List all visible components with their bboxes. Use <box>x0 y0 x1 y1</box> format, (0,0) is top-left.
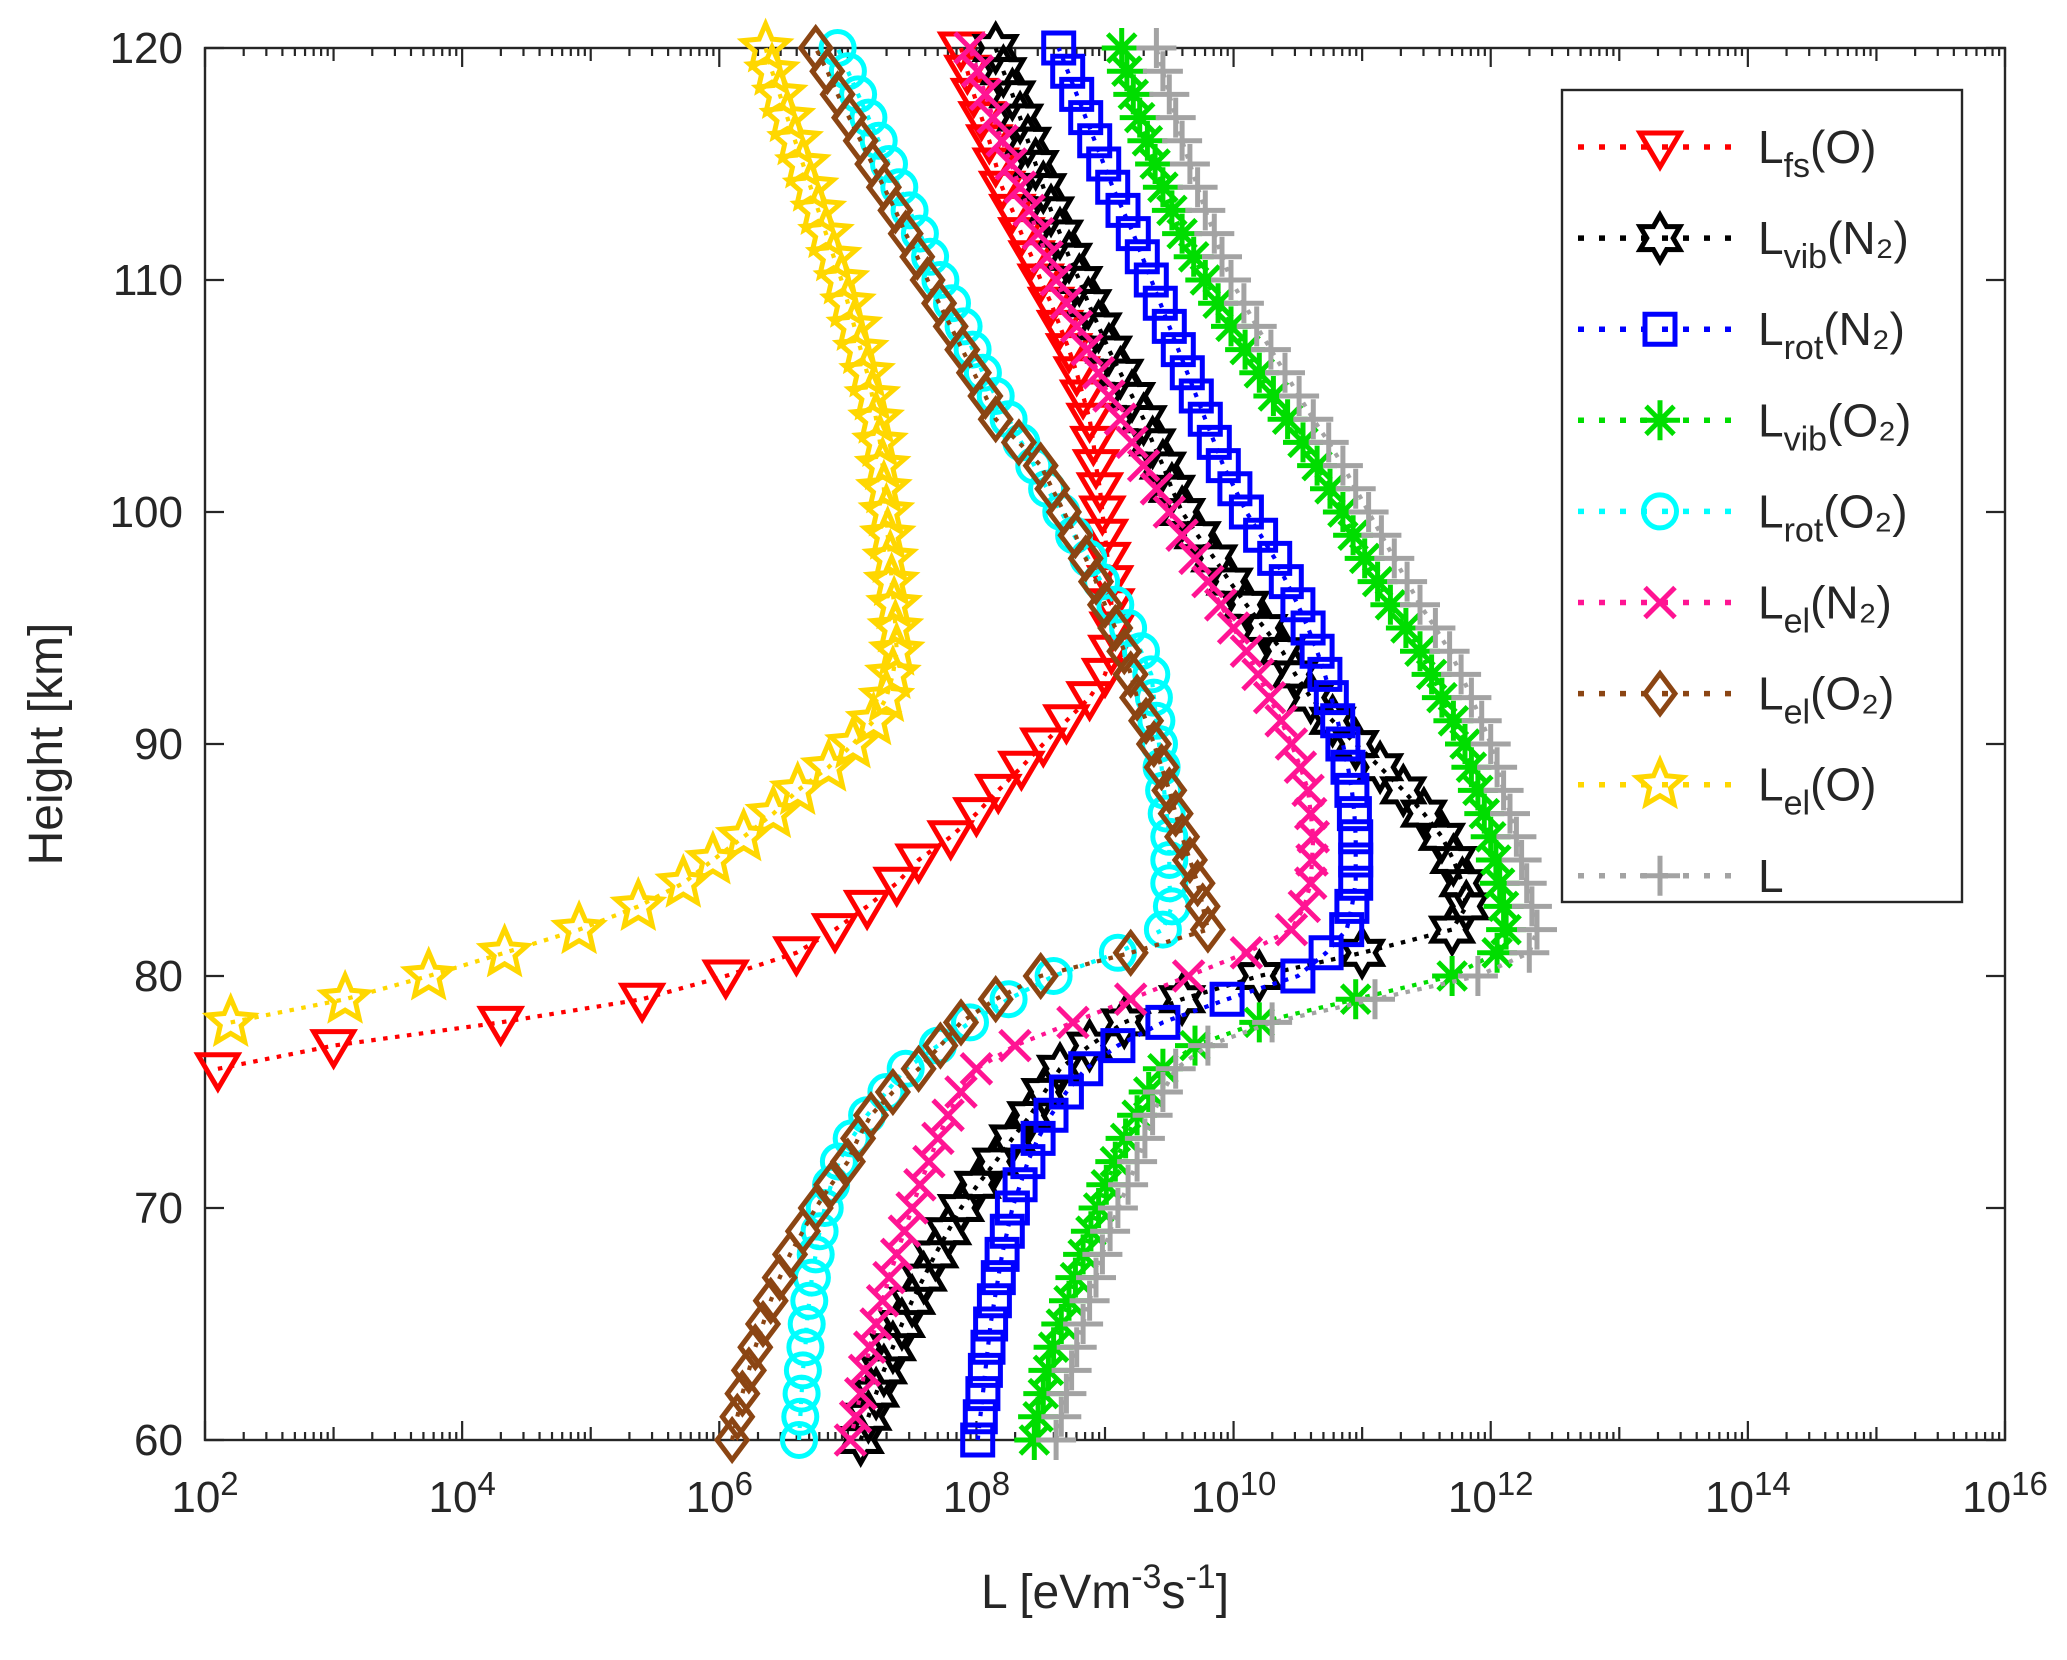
x-tick-label: 1016 <box>1962 1465 2048 1522</box>
legend-label: Lrot(N₂) <box>1758 303 1905 367</box>
series-lfs_o <box>198 34 1133 1089</box>
y-tick-label: 80 <box>134 952 183 1001</box>
series-lrot_o2 <box>783 32 1189 1457</box>
legend-item-lel_n2: Lel(N₂) <box>1578 577 1892 641</box>
asterisk-marker <box>1102 28 1142 68</box>
y-tick-label: 70 <box>134 1184 183 1233</box>
y-tick-label: 90 <box>134 720 183 769</box>
legend-label: L <box>1758 850 1784 902</box>
legend-box <box>1560 88 1964 904</box>
legend-label: Lfs(O) <box>1758 121 1876 185</box>
x-tick-label: 1010 <box>1191 1465 1277 1522</box>
axis-ticks <box>203 46 2007 1442</box>
series-lel_n2 <box>835 33 1328 1455</box>
legend-item-lvib_o2: Lvib(O₂) <box>1578 394 1911 458</box>
legend-asterisk-icon <box>1640 400 1680 440</box>
series-l_total <box>1036 28 1557 1460</box>
legend-item-lrot_o2: Lrot(O₂) <box>1578 485 1908 549</box>
legend-item-l_total: L <box>1578 850 1784 902</box>
y-tick-label: 110 <box>113 256 183 305</box>
x-axis-label: L [eVm-3s-1] <box>981 1558 1229 1619</box>
x-tick-label: 108 <box>943 1465 1010 1522</box>
series-lvib_n2 <box>841 25 1486 1463</box>
series-line-lrot_o2 <box>796 47 1175 1441</box>
series-line-lfs_o <box>217 47 1115 1071</box>
plot-series <box>198 24 1557 1463</box>
y-tick-label: 100 <box>110 488 183 537</box>
legend-label: Lel(O) <box>1758 759 1876 823</box>
legend: Lfs(O) Lvib(N₂) Lrot(N₂) Lvib(O₂) Lrot(O₂) Le… <box>1560 88 1964 904</box>
legend-label: Lvib(N₂) <box>1758 212 1909 276</box>
series-line-lel_o2 <box>730 47 1211 1441</box>
x-tick-label: 104 <box>428 1465 495 1522</box>
legend-item-lrot_n2: Lrot(N₂) <box>1578 303 1905 367</box>
x-tick-label: 102 <box>171 1465 238 1522</box>
series-line-lvib_n2 <box>858 47 1469 1441</box>
x-tick-labels: 102 104 106 108 1010 1012 1014 1016 <box>171 1465 2047 1522</box>
series-lel_o <box>208 24 920 1042</box>
legend-item-lel_o2: Lel(O₂) <box>1578 668 1894 732</box>
series-lel_o2 <box>717 28 1223 1460</box>
legend-item-lel_o: Lel(O) <box>1578 759 1876 823</box>
y-tick-label: 60 <box>134 1416 183 1465</box>
y-tick-label: 120 <box>110 24 183 73</box>
y-axis-label: Height [km] <box>20 623 73 866</box>
legend-label: Lvib(O₂) <box>1758 394 1911 458</box>
legend-label: Lrot(O₂) <box>1758 485 1908 549</box>
x-tick-label: 106 <box>686 1465 753 1522</box>
x-tick-label: 1014 <box>1705 1465 1791 1522</box>
legend-item-lfs_o: Lfs(O) <box>1578 121 1876 185</box>
y-tick-labels: 60 70 80 90 100 110 120 <box>110 24 183 1465</box>
x-tick-label: 1012 <box>1448 1465 1534 1522</box>
legend-label: Lel(N₂) <box>1758 577 1892 641</box>
legend-item-lvib_n2: Lvib(N₂) <box>1578 212 1909 276</box>
legend-label: Lel(O₂) <box>1758 668 1894 732</box>
